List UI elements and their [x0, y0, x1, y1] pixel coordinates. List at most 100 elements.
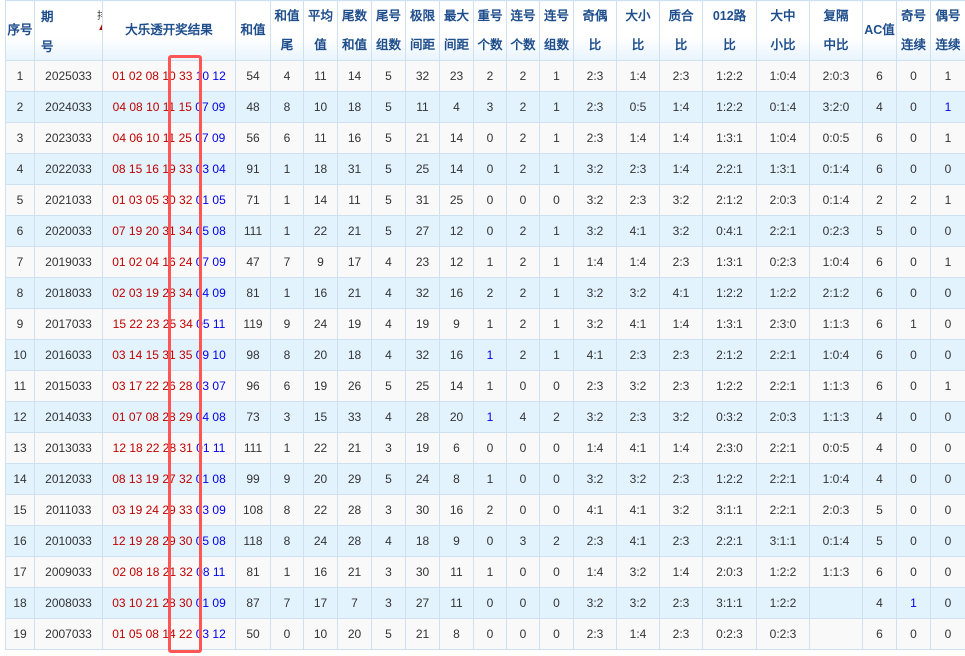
seq-cell: 9	[5, 308, 35, 340]
big-small-cell: 1:4	[616, 618, 660, 650]
red-ball: 29	[162, 534, 176, 548]
odd-even-cell: 1:4	[573, 556, 617, 588]
ac-cell: 6	[862, 153, 897, 185]
sum-cell: 47	[235, 246, 271, 278]
header-line: 大小	[625, 8, 651, 23]
red-ball: 03	[112, 596, 126, 610]
header-line: 连号	[543, 8, 569, 23]
sort-control[interactable]: 排序 ▲▼	[97, 11, 102, 33]
result-cell: 03 14 15 31 35 09 10	[102, 339, 236, 371]
max-gap-cell: 25	[439, 184, 474, 216]
tail-sum-cell: 18	[337, 339, 372, 371]
ac-cell: 6	[862, 339, 897, 371]
big-small-cell: 4:1	[616, 215, 660, 247]
avg-cell: 22	[303, 494, 338, 526]
consec-count-cell: 0	[506, 370, 540, 402]
sum-tail-cell: 1	[270, 432, 304, 464]
even-consec-cell: 1	[930, 370, 965, 402]
header-line: 尾数	[341, 8, 367, 23]
big-small-cell: 1:4	[616, 246, 660, 278]
consec-count-cell: 0	[506, 556, 540, 588]
even-consec-cell: 0	[930, 153, 965, 185]
red-ball: 08	[145, 410, 159, 424]
issue-cell: 2021033	[34, 184, 103, 216]
big-mid-small-cell: 1:2:2	[756, 556, 810, 588]
tail-sum-cell: 21	[337, 432, 372, 464]
header-line: 尾号	[375, 8, 401, 23]
even-consec-cell: 0	[930, 215, 965, 247]
result-cell: 03 17 22 26 28 03 07	[102, 370, 236, 402]
mod012-cell: 1:2:2	[702, 277, 757, 309]
odd-even-cell: 3:2	[573, 153, 617, 185]
result-cell: 08 15 16 19 33 03 04	[102, 153, 236, 185]
red-ball: 10	[162, 69, 176, 83]
consec-groups-cell: 0	[539, 618, 574, 650]
tail-groups-cell: 5	[371, 184, 406, 216]
odd-even-cell: 3:2	[573, 587, 617, 619]
mod012-cell: 3:1:1	[702, 494, 757, 526]
odd-consec-cell: 0	[896, 401, 931, 433]
header-line: 连号	[510, 8, 536, 23]
red-ball: 08	[129, 100, 143, 114]
odd-consec-cell: 0	[896, 339, 931, 371]
sum-cell: 108	[235, 494, 271, 526]
red-ball: 31	[162, 224, 176, 238]
red-ball: 34	[179, 224, 193, 238]
sum-cell: 48	[235, 91, 271, 123]
even-consec-cell: 0	[930, 308, 965, 340]
range-cell: 25	[405, 153, 440, 185]
prime-comp-cell: 2:3	[659, 525, 703, 557]
blue-ball: 05	[195, 224, 210, 238]
consec-count-cell: 2	[506, 91, 540, 123]
red-ball: 28	[179, 379, 193, 393]
mod012-cell: 1:3:1	[702, 246, 757, 278]
blue-ball: 07	[212, 379, 226, 393]
max-gap-cell: 14	[439, 153, 474, 185]
even-consec-cell: 1	[930, 60, 965, 92]
big-mid-small-cell: 2:0:3	[756, 184, 810, 216]
tail-sum-cell: 26	[337, 370, 372, 402]
even-consec-cell: 0	[930, 494, 965, 526]
range-cell: 25	[405, 370, 440, 402]
sum-tail-cell: 1	[270, 153, 304, 185]
red-ball: 22	[145, 379, 159, 393]
tail-sum-cell: 21	[337, 556, 372, 588]
sum-cell: 87	[235, 587, 271, 619]
header-line: 个数	[477, 37, 503, 52]
avg-cell: 11	[303, 60, 338, 92]
tail-groups-cell: 5	[371, 618, 406, 650]
tail-sum-cell: 18	[337, 91, 372, 123]
consec-count-cell: 2	[506, 339, 540, 371]
prime-comp-cell: 1:4	[659, 556, 703, 588]
consec-count-cell: 2	[506, 215, 540, 247]
red-ball: 33	[179, 162, 193, 176]
consec-count-cell: 0	[506, 587, 540, 619]
sum-tail-cell: 8	[270, 339, 304, 371]
blue-ball: 09	[212, 596, 226, 610]
big-small-cell: 1:4	[616, 122, 660, 154]
header-line: 比	[631, 37, 645, 52]
tail-sum-cell: 14	[337, 60, 372, 92]
consec-count-cell: 0	[506, 432, 540, 464]
header-issue: 期 号 排序 ▲▼	[34, 0, 103, 61]
header-big-mid-small: 大中 小比	[756, 0, 810, 61]
max-gap-cell: 14	[439, 370, 474, 402]
big-mid-small-cell: 1:0:4	[756, 60, 810, 92]
range-cell: 21	[405, 122, 440, 154]
avg-cell: 16	[303, 277, 338, 309]
arrow-up-icon[interactable]: ▲	[97, 22, 101, 33]
prime-comp-cell: 2:3	[659, 339, 703, 371]
header-prime-comp: 质合比	[659, 0, 703, 61]
tail-groups-cell: 5	[371, 60, 406, 92]
rep-gap-mid-cell: 1:1:3	[809, 308, 863, 340]
repeat-cell: 0	[473, 432, 507, 464]
header-tail-sum: 尾数 和值	[337, 0, 372, 61]
red-ball: 15	[145, 348, 159, 362]
ac-cell: 6	[862, 370, 897, 402]
max-gap-cell: 16	[439, 494, 474, 526]
red-ball: 15	[112, 317, 127, 331]
odd-consec-cell: 0	[896, 153, 931, 185]
consec-groups-cell: 0	[539, 463, 574, 495]
blue-ball: 09	[211, 131, 226, 145]
repeat-cell: 0	[473, 618, 507, 650]
